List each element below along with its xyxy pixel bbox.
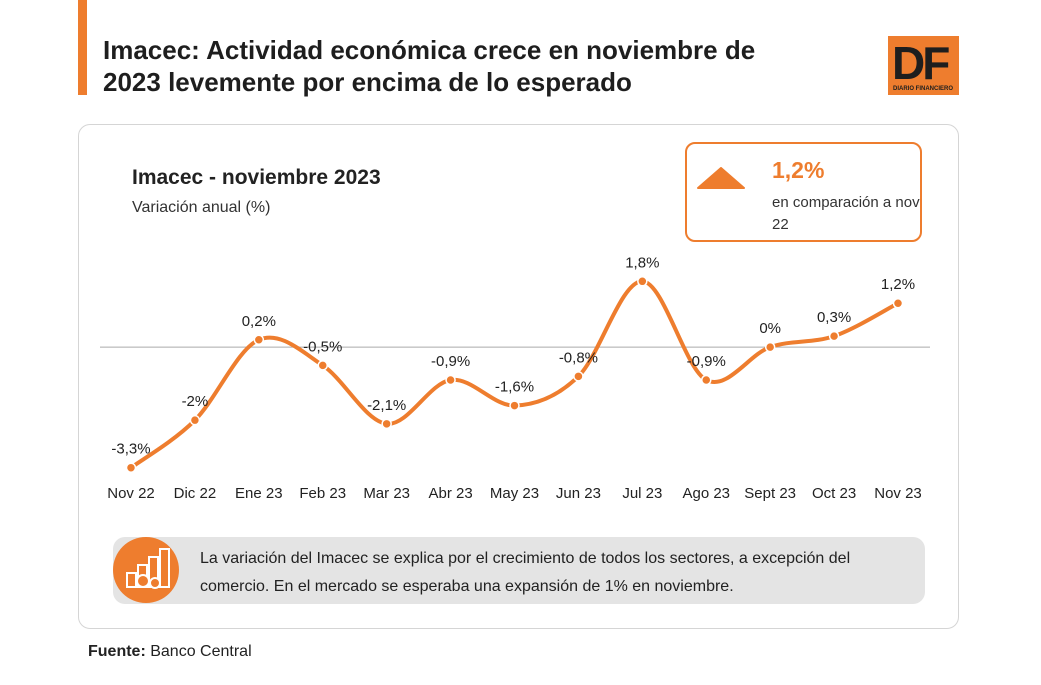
up-arrow (697, 167, 745, 189)
note-icon (113, 537, 179, 603)
point (573, 371, 584, 382)
logo-text: DF (892, 37, 950, 89)
value-label: -0,8% (559, 349, 598, 366)
x-tick-label: Jul 23 (622, 485, 662, 502)
point (125, 462, 137, 473)
x-tick-label: Nov 22 (107, 485, 155, 502)
chart-subtitle: Variación anual (%) (132, 199, 271, 216)
value-label: -2% (182, 393, 209, 410)
logo-subtext: DIARIO FINANCIERO (893, 86, 953, 92)
x-tick-label: May 23 (490, 485, 539, 502)
value-label: 1,8% (625, 254, 659, 271)
x-tick-label: Feb 23 (299, 485, 346, 502)
line (129, 279, 900, 470)
note-box (113, 537, 925, 604)
value-label: -0,9% (431, 353, 470, 370)
value-label: -3,3% (111, 441, 150, 458)
accent-bar (78, 0, 87, 95)
x-tick-label: Oct 23 (812, 485, 856, 502)
chart: -3,3% -2% 0,2% -0,5% -2,1% -0,9% -1,6% -0,8% 1,8… (100, 254, 930, 502)
logo: DF DIARIO FINANCIERO (888, 36, 959, 95)
x-tick-label: Ene 23 (235, 485, 283, 502)
highlight-text: en comparación a nov 22 (772, 194, 920, 233)
x-tick-label: Jun 23 (556, 485, 601, 502)
point (253, 334, 265, 346)
value-label: -0,5% (303, 338, 342, 355)
x-tick-label: Dic 22 (174, 485, 217, 502)
source-text: Banco Central (150, 643, 252, 660)
point (317, 360, 328, 371)
x-tick-label: Abr 23 (428, 485, 472, 502)
x-tick-label: Nov 23 (874, 485, 922, 502)
point (509, 400, 520, 411)
page-title: Imacec: Actividad económica crece en nov… (103, 35, 756, 97)
x-tick-label: Sept 23 (744, 485, 796, 502)
source: Fuente: Banco Central (88, 643, 252, 661)
point (445, 374, 456, 386)
value-label: 0% (759, 320, 781, 337)
point (892, 297, 904, 309)
highlight-box (685, 142, 922, 242)
value-label: 0,3% (817, 309, 851, 326)
value-label: -2,1% (367, 397, 406, 414)
highlight-value: 1,2% (772, 157, 825, 183)
value-label: -1,6% (495, 379, 534, 396)
point (189, 414, 201, 426)
point (381, 418, 392, 430)
value-label: 1,2% (881, 276, 915, 293)
point (637, 276, 648, 287)
x-tick-label: Ago 23 (682, 485, 730, 502)
value-label: -0,9% (687, 353, 726, 370)
note-text: La variación del Imacec se explica por e… (200, 550, 851, 595)
value-label: 0,2% (242, 313, 276, 330)
chart-title: Imacec - noviembre 2023 (132, 166, 381, 189)
source-label: Fuente: (88, 643, 146, 660)
card (78, 124, 959, 629)
point (764, 341, 776, 353)
point (701, 374, 712, 386)
point (828, 330, 840, 342)
x-tick-label: Mar 23 (363, 485, 410, 502)
